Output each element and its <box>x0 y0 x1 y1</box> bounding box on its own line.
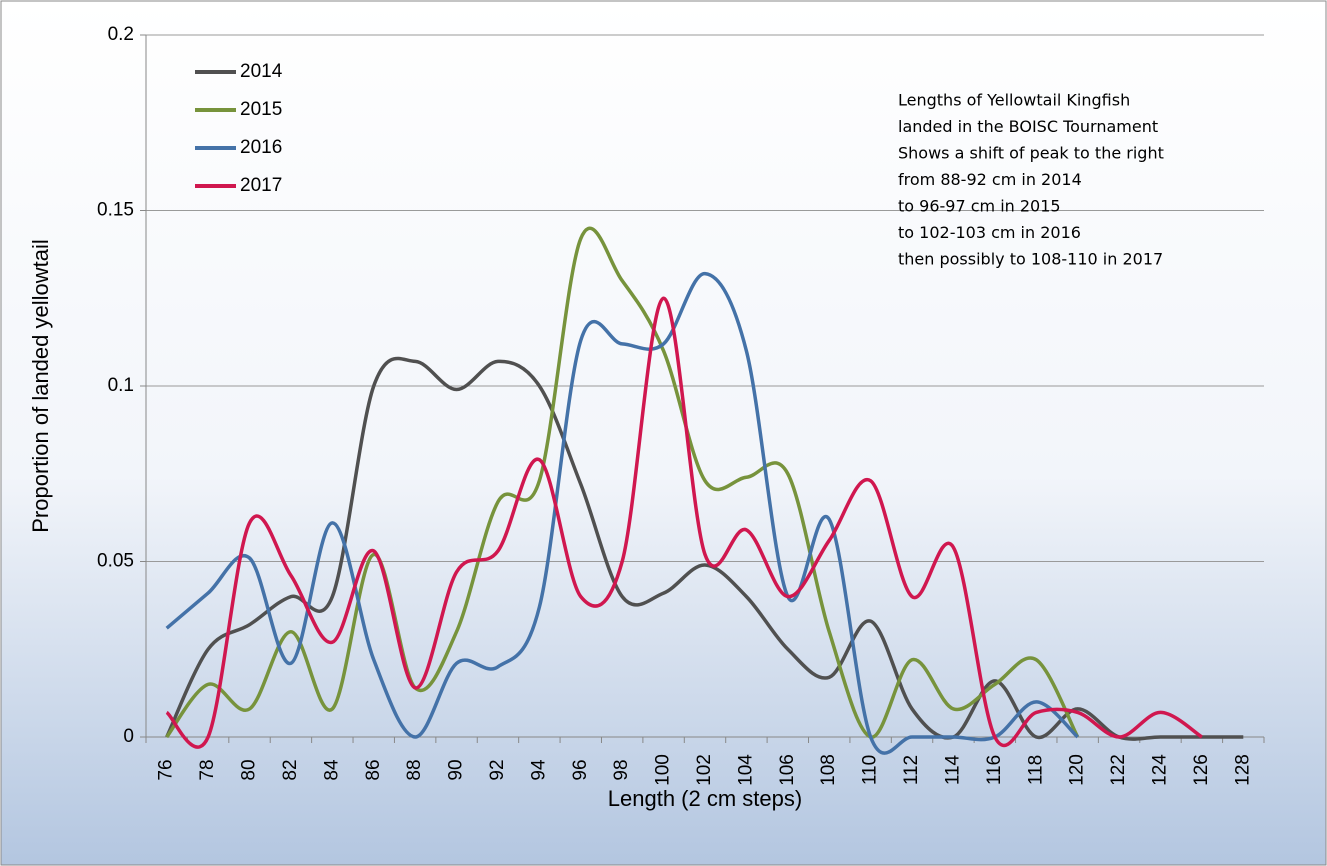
y-tick-label: 0.2 <box>108 24 134 45</box>
x-tick-label: 124 <box>1149 754 1170 786</box>
x-tick-label: 88 <box>404 759 425 780</box>
x-tick-label: 122 <box>1108 754 1129 786</box>
x-tick-label: 78 <box>197 759 218 780</box>
x-tick-label: 110 <box>860 755 881 785</box>
x-axis-title: Length (2 cm steps) <box>608 786 802 811</box>
x-tick-label: 128 <box>1232 754 1253 786</box>
x-tick-label: 100 <box>653 754 674 786</box>
series-line <box>165 226 1080 739</box>
x-tick-label: 108 <box>818 754 839 786</box>
x-tick-label: 96 <box>570 759 591 780</box>
series-line <box>165 271 1079 755</box>
x-tick-label: 106 <box>777 754 798 786</box>
legend-label: 2015 <box>240 99 282 120</box>
legend-label: 2016 <box>240 137 282 158</box>
y-tick-label: 0.1 <box>108 375 134 396</box>
x-tick-label: 76 <box>156 759 177 780</box>
y-tick-label: 0 <box>123 726 134 747</box>
annotation: to 96-97 cm in 2015 <box>898 197 1061 216</box>
x-tick-label: 116 <box>984 755 1005 785</box>
x-tick-label: 112 <box>901 755 922 785</box>
x-tick-label: 84 <box>321 759 342 781</box>
annotation: then possibly to 108-110 in 2017 <box>898 250 1163 269</box>
y-tick-label: 0.15 <box>97 200 134 221</box>
x-tick-label: 98 <box>611 759 632 780</box>
x-tick-label: 120 <box>1067 754 1088 786</box>
x-tick-label: 118 <box>1025 755 1046 785</box>
legend-label: 2017 <box>240 175 282 196</box>
series-line <box>165 296 1203 749</box>
y-axis-title: Proportion of landed yellowtail <box>28 239 53 533</box>
annotation: Lengths of Yellowtail Kingfish <box>898 91 1130 110</box>
x-tick-label: 90 <box>446 759 467 780</box>
annotation: landed in the BOISC Tournament <box>898 117 1158 136</box>
x-tick-label: 94 <box>528 759 549 781</box>
x-tick-label: 82 <box>280 759 301 780</box>
x-tick-label: 104 <box>735 754 756 786</box>
x-tick-label: 114 <box>942 754 963 785</box>
annotation: to 102-103 cm in 2016 <box>898 223 1081 242</box>
annotation: from 88-92 cm in 2014 <box>898 170 1082 189</box>
legend-label: 2014 <box>240 61 283 82</box>
series-line <box>165 356 1244 741</box>
x-tick-label: 80 <box>239 759 260 780</box>
x-tick-label: 92 <box>487 759 508 780</box>
y-tick-label: 0.05 <box>97 551 134 572</box>
x-tick-label: 86 <box>363 759 384 780</box>
x-tick-label: 126 <box>1191 754 1212 786</box>
x-tick-label: 102 <box>694 754 715 786</box>
annotation: Shows a shift of peak to the right <box>898 144 1164 163</box>
